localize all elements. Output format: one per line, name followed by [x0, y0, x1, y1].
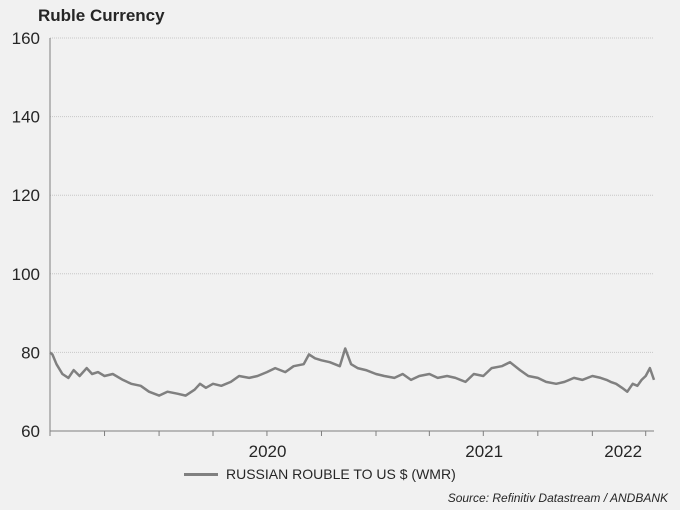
plot-area — [49, 347, 656, 397]
legend: RUSSIAN ROUBLE TO US $ (WMR) — [184, 466, 456, 482]
y-tick-label: 60 — [21, 422, 40, 441]
y-tick-label: 100 — [12, 265, 40, 284]
y-tick-label: 120 — [12, 186, 40, 205]
x-tick-label: 2021 — [465, 442, 503, 461]
series-line — [49, 347, 656, 397]
y-tick-label: 140 — [12, 108, 40, 127]
chart-title: Ruble Currency — [38, 6, 165, 25]
gridlines — [50, 37, 654, 353]
legend-label: RUSSIAN ROUBLE TO US $ (WMR) — [226, 466, 456, 482]
x-axis: 2020 2021 2022 — [49, 430, 654, 461]
y-tick-label: 160 — [12, 29, 40, 48]
x-tick-label: 2020 — [249, 442, 287, 461]
y-axis: 60 80 100 120 140 160 — [12, 29, 51, 441]
source-note: Source: Refinitiv Datastream / ANDBANK — [447, 491, 668, 505]
x-tick-label: 2022 — [604, 442, 642, 461]
y-tick-label: 80 — [21, 343, 40, 362]
legend-swatch — [184, 472, 218, 476]
